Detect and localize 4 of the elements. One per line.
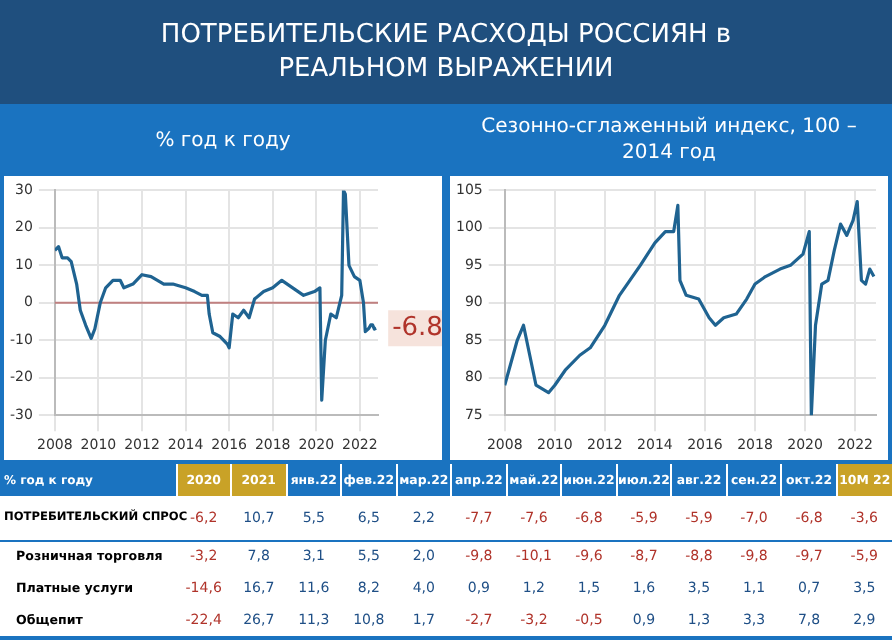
chart-subtitle: Сезонно-сглаженный индекс, 100 – 2014 год — [479, 114, 859, 168]
annotation: -6.8 — [392, 313, 443, 344]
chart-subtitle: % год к году — [153, 127, 293, 155]
text: ПОТРЕБИТЕЛЬСКИЕ РАСХОДЫ РОССИЯН в РЕАЛЬНОМ ВЫРАЖЕНИИ — [0, 0, 892, 104]
